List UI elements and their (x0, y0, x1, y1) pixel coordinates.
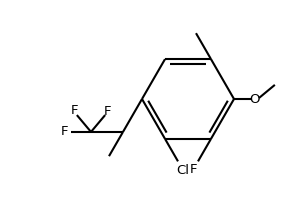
Text: F: F (104, 106, 112, 118)
Text: F: F (71, 105, 78, 117)
Text: O: O (250, 92, 260, 106)
Text: F: F (60, 125, 68, 138)
Text: F: F (190, 163, 197, 176)
Text: Cl: Cl (177, 164, 189, 176)
